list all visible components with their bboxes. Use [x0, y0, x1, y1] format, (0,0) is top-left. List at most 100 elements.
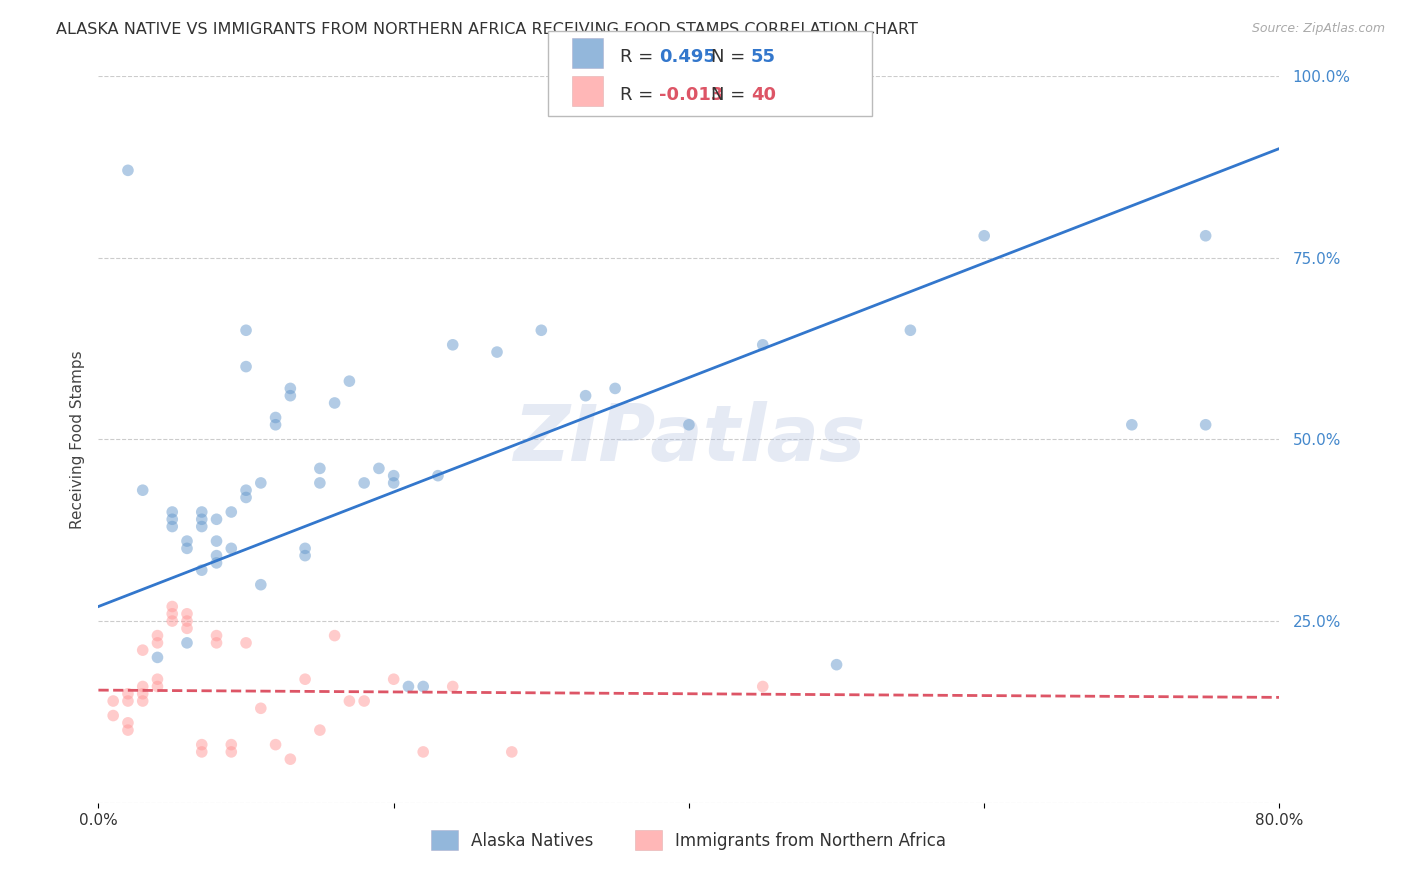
Point [191, 745, 214, 759]
Point [162, 599, 183, 614]
Point [575, 389, 598, 403]
Text: 40: 40 [751, 86, 776, 103]
Text: N =: N = [711, 86, 751, 103]
Point [117, 163, 139, 178]
Point [132, 643, 155, 657]
Point [191, 563, 214, 577]
Point [103, 694, 125, 708]
Point [205, 629, 228, 643]
Point [132, 483, 155, 498]
Point [117, 723, 139, 737]
Point [605, 381, 627, 395]
Point [1121, 417, 1143, 432]
Point [162, 512, 183, 526]
Point [530, 323, 553, 337]
Point [191, 505, 214, 519]
Point [309, 475, 332, 490]
Text: Source: ZipAtlas.com: Source: ZipAtlas.com [1251, 22, 1385, 36]
Point [176, 614, 198, 628]
Point [339, 694, 361, 708]
Point [280, 752, 302, 766]
Point [132, 687, 155, 701]
Legend: Alaska Natives, Immigrants from Northern Africa: Alaska Natives, Immigrants from Northern… [425, 823, 953, 856]
Point [146, 650, 169, 665]
Point [441, 680, 464, 694]
Point [117, 715, 139, 730]
Point [221, 505, 243, 519]
Point [162, 614, 183, 628]
Text: -0.013: -0.013 [659, 86, 724, 103]
Point [412, 680, 434, 694]
Point [191, 512, 214, 526]
Point [900, 323, 922, 337]
Point [280, 381, 302, 395]
Point [132, 694, 155, 708]
Point [1195, 228, 1218, 243]
Point [146, 672, 169, 686]
Point [146, 629, 169, 643]
Text: ALASKA NATIVE VS IMMIGRANTS FROM NORTHERN AFRICA RECEIVING FOOD STAMPS CORRELATI: ALASKA NATIVE VS IMMIGRANTS FROM NORTHER… [56, 22, 918, 37]
Point [235, 636, 257, 650]
Text: 55: 55 [751, 48, 776, 66]
Point [205, 549, 228, 563]
Point [176, 607, 198, 621]
Point [235, 359, 257, 374]
Point [221, 738, 243, 752]
Point [973, 228, 995, 243]
Point [280, 389, 302, 403]
Point [235, 483, 257, 498]
Point [117, 694, 139, 708]
Point [205, 636, 228, 650]
Point [309, 723, 332, 737]
Point [339, 374, 361, 388]
Text: N =: N = [711, 48, 751, 66]
Point [264, 410, 287, 425]
Point [132, 680, 155, 694]
Point [353, 475, 375, 490]
Point [176, 636, 198, 650]
Point [162, 519, 183, 533]
Point [103, 708, 125, 723]
Point [752, 338, 775, 352]
Point [368, 461, 391, 475]
Point [205, 534, 228, 549]
Point [752, 680, 775, 694]
Point [250, 701, 273, 715]
Point [353, 694, 375, 708]
Text: ZIPatlas: ZIPatlas [513, 401, 865, 477]
Point [294, 672, 316, 686]
Point [205, 512, 228, 526]
Point [191, 738, 214, 752]
Point [412, 745, 434, 759]
Point [176, 621, 198, 635]
Point [309, 461, 332, 475]
Point [501, 745, 523, 759]
Point [382, 475, 405, 490]
Point [221, 745, 243, 759]
Point [323, 396, 346, 410]
Point [162, 607, 183, 621]
Point [323, 629, 346, 643]
Point [294, 541, 316, 556]
Point [1195, 417, 1218, 432]
Point [162, 505, 183, 519]
Point [427, 468, 450, 483]
Point [235, 323, 257, 337]
Text: R =: R = [620, 86, 659, 103]
Point [250, 475, 273, 490]
Point [176, 534, 198, 549]
Point [221, 541, 243, 556]
Point [678, 417, 700, 432]
Point [825, 657, 848, 672]
Point [382, 468, 405, 483]
Point [398, 680, 420, 694]
Point [264, 738, 287, 752]
Point [294, 549, 316, 563]
Point [117, 687, 139, 701]
Point [205, 556, 228, 570]
Point [441, 338, 464, 352]
Point [264, 417, 287, 432]
Point [250, 578, 273, 592]
Point [146, 680, 169, 694]
Text: R =: R = [620, 48, 659, 66]
